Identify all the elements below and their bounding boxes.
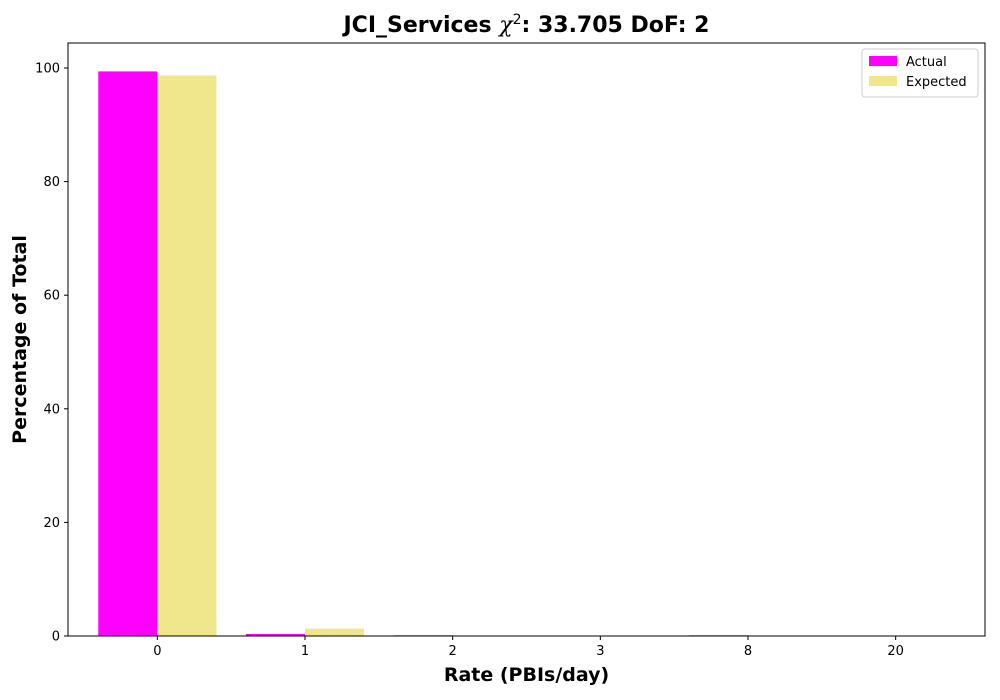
chart-title-prefix: JCI_Services xyxy=(342,13,500,38)
y-tick-label: 80 xyxy=(43,175,60,190)
x-axis: 0 1 2 3 8 20 xyxy=(153,636,904,659)
legend-label-actual: Actual xyxy=(906,55,947,70)
chart-title: JCI_Services χ2: 33.705 DoF: 2 xyxy=(342,12,710,38)
x-tick-label: 1 xyxy=(301,644,309,659)
chart-title-suffix: : 33.705 DoF: 2 xyxy=(522,13,710,38)
plot-frame xyxy=(67,42,986,637)
y-tick-label: 40 xyxy=(43,402,60,417)
bars-layer xyxy=(98,71,748,636)
bar-actual-0 xyxy=(98,71,158,636)
legend-swatch-expected xyxy=(869,76,897,86)
bar-expected-0 xyxy=(157,75,217,636)
bar-expected-1 xyxy=(305,628,365,636)
x-tick-label: 8 xyxy=(744,644,752,659)
legend-label-expected: Expected xyxy=(906,75,967,90)
y-axis-title: Percentage of Total xyxy=(9,235,31,444)
y-tick-label: 100 xyxy=(35,61,60,76)
x-tick-label: 20 xyxy=(887,644,904,659)
bar-actual-1 xyxy=(245,634,306,636)
y-tick-label: 60 xyxy=(43,289,60,304)
legend-swatch-actual xyxy=(869,56,897,66)
y-tick-label: 20 xyxy=(43,516,60,531)
x-tick-label: 0 xyxy=(153,644,161,659)
x-tick-label: 2 xyxy=(449,644,457,659)
y-axis: 0 20 40 60 80 100 xyxy=(35,61,68,645)
chart-title-chi-symbol: χ xyxy=(497,13,514,38)
legend: Actual Expected xyxy=(861,48,979,98)
x-tick-label: 3 xyxy=(596,644,604,659)
y-tick-label: 0 xyxy=(52,630,60,645)
x-axis-title: Rate (PBIs/day) xyxy=(444,664,609,686)
chart-title-chi-exponent: 2 xyxy=(513,12,522,28)
